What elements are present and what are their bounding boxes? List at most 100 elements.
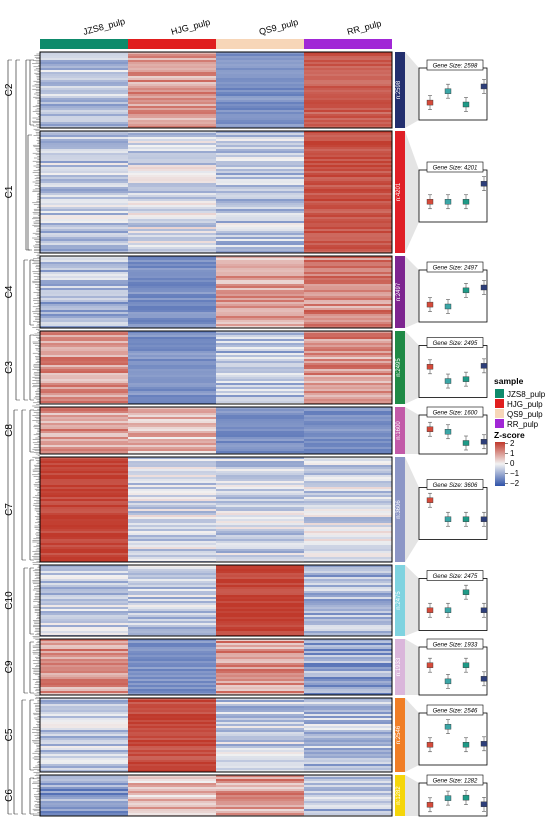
heat-cell <box>304 433 392 436</box>
heat-cell <box>304 112 392 115</box>
heat-cell <box>40 260 128 263</box>
heat-cell <box>304 52 392 55</box>
cluster-color-bar-C10 <box>395 565 405 636</box>
heat-cell <box>216 369 304 372</box>
heat-cell <box>40 441 128 444</box>
heat-cell <box>216 302 304 305</box>
heat-cell <box>40 274 128 277</box>
heat-cell <box>304 84 392 87</box>
heat-cell <box>40 211 128 214</box>
heat-cell <box>216 603 304 606</box>
boxplot-frame <box>418 169 488 223</box>
heat-cell <box>40 205 128 208</box>
heat-cell <box>216 322 304 325</box>
heat-cell <box>128 445 216 448</box>
sample-label-HJG_pulp: HJG_pulp <box>170 17 211 37</box>
heat-cell <box>216 595 304 598</box>
heat-cell <box>304 92 392 95</box>
heat-cell <box>216 339 304 342</box>
heat-cell <box>128 114 216 117</box>
heat-cell <box>304 155 392 158</box>
box-RR_pulp <box>480 607 488 613</box>
heat-cell <box>216 98 304 101</box>
heat-cell <box>304 82 392 85</box>
gene-size-label-C9: Gene Size: 1933 <box>433 643 478 649</box>
heat-cell <box>304 445 392 448</box>
heat-cell <box>128 379 216 382</box>
heat-cell <box>128 489 216 492</box>
zscore-colorbar <box>495 442 505 486</box>
heat-cell <box>216 241 304 244</box>
box-HJG_pulp <box>444 678 452 685</box>
heat-cell <box>40 559 128 562</box>
heat-cell <box>216 675 304 678</box>
cluster-label-C5: C5 <box>4 728 15 741</box>
heat-cell <box>216 159 304 162</box>
heat-cell <box>128 651 216 654</box>
heat-cell <box>304 565 392 568</box>
heat-cell <box>40 357 128 360</box>
heat-cell <box>304 714 392 717</box>
heat-cell <box>216 375 304 378</box>
cluster-frame-C10 <box>39 564 393 637</box>
heat-cell <box>40 621 128 624</box>
heat-cell <box>40 314 128 317</box>
heat-cell <box>40 451 128 454</box>
heat-cell <box>40 58 128 61</box>
heat-cell <box>40 467 128 470</box>
heat-cell <box>128 324 216 327</box>
heat-cell <box>216 231 304 234</box>
heat-cell <box>216 205 304 208</box>
heat-cell <box>128 764 216 767</box>
heat-cell <box>216 473 304 476</box>
heat-cell <box>40 175 128 178</box>
heat-cell <box>216 431 304 434</box>
heat-cell <box>304 169 392 172</box>
heat-cell <box>40 551 128 554</box>
heat-cell <box>216 716 304 719</box>
heat-cell <box>128 407 216 410</box>
heat-cell <box>128 179 216 182</box>
heat-cell <box>216 207 304 210</box>
heat-cell <box>216 728 304 731</box>
heat-cell <box>304 641 392 644</box>
heat-cell <box>304 539 392 542</box>
heat-cell <box>216 752 304 755</box>
heat-cell <box>40 497 128 500</box>
box-QS9_pulp <box>462 662 470 668</box>
heat-cell <box>128 463 216 466</box>
heat-cell <box>128 716 216 719</box>
heat-cell <box>216 320 304 323</box>
heat-cell <box>216 397 304 400</box>
box-QS9_pulp <box>462 101 470 108</box>
heat-cell <box>40 653 128 656</box>
heat-cell <box>40 139 128 142</box>
cluster-label-C8: C8 <box>4 424 15 437</box>
heat-cell <box>304 675 392 678</box>
heat-cell <box>40 724 128 727</box>
heat-cell <box>216 746 304 749</box>
connector-C3 <box>405 331 419 404</box>
heat-cell <box>216 126 304 129</box>
heat-cell <box>216 669 304 672</box>
heat-cell <box>216 52 304 55</box>
boxplot-frame <box>418 578 488 631</box>
heat-cell <box>304 483 392 486</box>
heat-cell <box>40 251 128 254</box>
heat-cell <box>128 521 216 524</box>
heat-cell <box>128 643 216 646</box>
heat-cell <box>40 449 128 452</box>
heat-cell <box>128 665 216 668</box>
heat-cell <box>304 579 392 582</box>
heat-cell <box>40 754 128 757</box>
heat-cell <box>128 185 216 188</box>
heat-cell <box>40 549 128 552</box>
gene-size-label-C4: Gene Size: 2497 <box>433 266 478 272</box>
heat-cell <box>216 357 304 360</box>
heat-cell <box>40 316 128 319</box>
heat-cell <box>40 445 128 448</box>
box-RR_pulp <box>480 801 488 807</box>
heat-cell <box>216 175 304 178</box>
heat-cell <box>128 517 216 520</box>
heat-cell <box>304 687 392 690</box>
